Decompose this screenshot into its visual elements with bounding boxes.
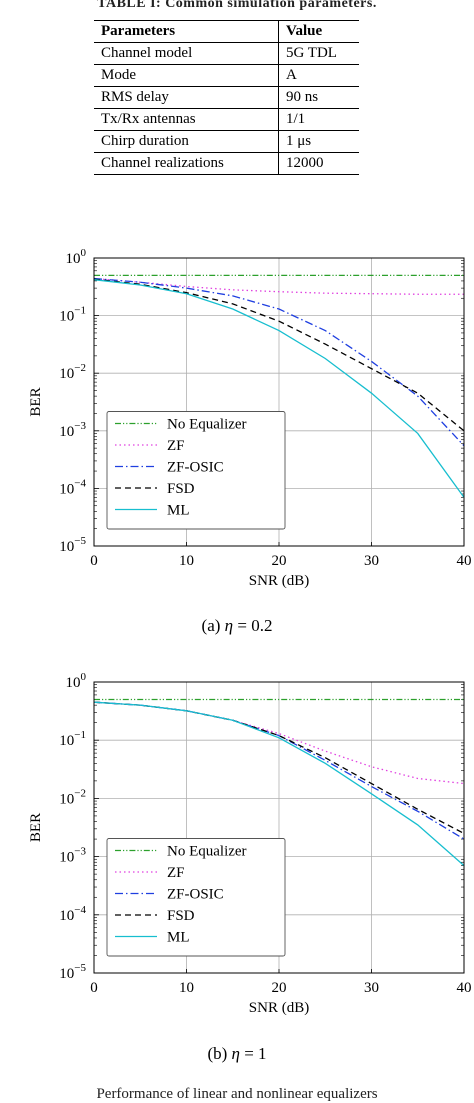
- legend-label: ZF-OSIC: [167, 887, 224, 903]
- legend: No Equalizer ZF ZF-OSIC FSD ML: [106, 411, 286, 530]
- table-row: Tx/Rx antennas 1/1: [94, 108, 359, 131]
- param-value: 5G TDL: [278, 42, 359, 65]
- legend-label: No Equalizer: [167, 844, 247, 860]
- table-header-row: Parameters Value: [94, 20, 359, 43]
- ber-chart-b: 0 10 20 30 40 100 10−1 10−2 10−3 10−4 10−5 SNR (dB)…: [28, 671, 472, 1016]
- param-value: A: [278, 64, 359, 87]
- y-axis-label: BER: [28, 387, 44, 416]
- x-tick-label: 20: [272, 553, 287, 569]
- x-tick-label: 10: [179, 980, 194, 996]
- param-value: 90 ns: [278, 86, 359, 109]
- header-value: Value: [278, 20, 359, 43]
- legend-label: FSD: [167, 481, 195, 497]
- x-tick-label: 30: [364, 553, 379, 569]
- x-tick-label: 30: [364, 980, 379, 996]
- table-row: Mode A: [94, 64, 359, 87]
- ber-chart-a: 0 10 20 30 40 100 10−1 10−2 10−3 10−4 10−5 SNR (dB)…: [28, 247, 472, 589]
- table-row: Channel realizations 12000: [94, 152, 359, 175]
- legend-label: No Equalizer: [167, 417, 247, 433]
- x-tick-label: 0: [90, 980, 98, 996]
- param-name: RMS delay: [94, 86, 279, 109]
- table-caption: TABLE I: Common simulation parameters.: [97, 0, 377, 11]
- param-value: 1/1: [278, 108, 359, 131]
- figure-caption-b: (b) η = 1: [207, 1044, 267, 1063]
- legend-label: ML: [167, 930, 190, 946]
- table-row: RMS delay 90 ns: [94, 86, 359, 109]
- y-tick-label: 10−4: [59, 904, 86, 924]
- x-axis-label: SNR (dB): [249, 1000, 309, 1016]
- legend-label: ZF: [167, 438, 185, 454]
- legend-label: FSD: [167, 908, 195, 924]
- table-row: Channel model 5G TDL: [94, 42, 359, 65]
- param-name: Channel model: [94, 42, 279, 65]
- series-line-4: [93, 279, 465, 498]
- param-name: Chirp duration: [94, 130, 279, 153]
- param-name: Channel realizations: [94, 152, 279, 175]
- series-line-1: [93, 277, 464, 295]
- x-tick-label: 20: [272, 980, 287, 996]
- legend-label: ZF: [167, 865, 185, 881]
- y-tick-label: 10−2: [59, 787, 86, 807]
- param-name: Tx/Rx antennas: [94, 108, 279, 131]
- figure-caption-a: (a) η = 0.2: [201, 616, 273, 635]
- y-tick-label: 100: [66, 247, 87, 267]
- legend-box: [106, 838, 286, 957]
- y-tick-label: 10−4: [59, 477, 86, 497]
- y-tick-label: 10−1: [59, 729, 86, 749]
- param-name: Mode: [94, 64, 279, 87]
- y-tick-label: 10−5: [59, 535, 86, 555]
- legend-label: ZF-OSIC: [167, 460, 224, 476]
- x-tick-label: 40: [457, 553, 472, 569]
- y-tick-label: 10−3: [59, 846, 86, 866]
- y-axis-label: BER: [28, 813, 44, 842]
- series-line-3: [93, 278, 465, 432]
- table-row: Chirp duration 1 μs: [94, 130, 359, 153]
- y-tick-label: 10−2: [59, 362, 86, 382]
- header-parameters: Parameters: [94, 20, 279, 43]
- y-tick-label: 100: [66, 671, 87, 691]
- figure-caption-text: Performance of linear and nonlinear equa…: [96, 1086, 378, 1102]
- param-value: 12000: [278, 152, 359, 175]
- series-line-4: [93, 701, 465, 867]
- legend-box: [106, 411, 286, 530]
- series-line-2: [93, 701, 465, 840]
- legend-label: ML: [167, 503, 190, 519]
- param-value: 1 μs: [278, 130, 359, 153]
- x-axis-label: SNR (dB): [249, 573, 309, 589]
- x-tick-label: 0: [90, 553, 98, 569]
- parameters-table: Parameters Value Channel model 5G TDL Mo…: [94, 20, 359, 175]
- x-tick-label: 40: [457, 980, 472, 996]
- y-tick-label: 10−5: [59, 962, 86, 982]
- y-tick-label: 10−3: [59, 420, 86, 440]
- x-tick-label: 10: [179, 553, 194, 569]
- series-line-2: [93, 277, 465, 447]
- y-tick-label: 10−1: [59, 305, 86, 325]
- legend: No Equalizer ZF ZF-OSIC FSD ML: [106, 838, 286, 957]
